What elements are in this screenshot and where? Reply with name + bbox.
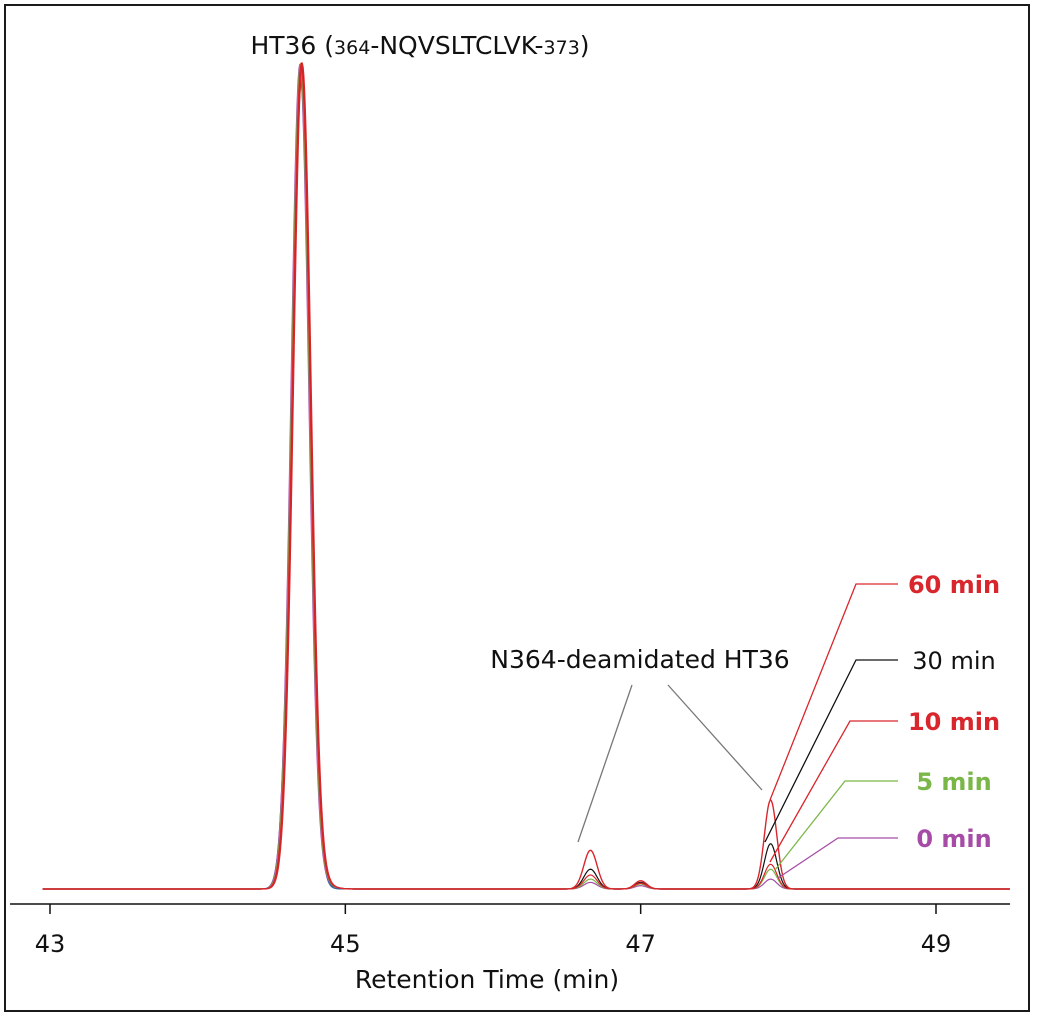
legend-leader-0-min <box>777 837 898 879</box>
x-tick-label-47: 47 <box>625 930 656 958</box>
trace-30-min <box>42 61 1010 890</box>
main-peak-overlay-trace <box>264 77 368 890</box>
chart-frame <box>4 4 1030 1012</box>
x-tick-label-45: 45 <box>330 930 361 958</box>
x-ticks: 43 45 47 49 <box>35 904 952 958</box>
legend-leader-60-min <box>769 583 898 801</box>
legend-leader-30-min <box>764 659 898 843</box>
trace-0-min <box>42 63 1010 890</box>
legend-label-5-min: 5 min <box>916 768 991 796</box>
trace-5-min <box>42 62 1010 890</box>
x-axis-label: Retention Time (min) <box>355 965 619 994</box>
main-peak-overlay-trace <box>264 77 368 890</box>
trace-60-min <box>42 61 1010 890</box>
annotation-leader-a <box>577 684 633 843</box>
annotation-leader-b <box>667 684 763 791</box>
legend-leader-5-min <box>774 780 898 871</box>
legend-leader-10-min <box>769 720 898 863</box>
legend: 0 min 5 min 10 min 30 min 60 min <box>764 571 1000 879</box>
legend-label-60-min: 60 min <box>908 571 1000 599</box>
x-tick-label-49: 49 <box>921 930 952 958</box>
x-tick-label-43: 43 <box>35 930 66 958</box>
chart-title: HT36 (364-NQVSLTCLVK-373) <box>250 31 589 60</box>
main-peak-overlay-trace <box>264 77 368 890</box>
legend-label-30-min: 30 min <box>912 647 995 675</box>
legend-label-0-min: 0 min <box>916 825 991 853</box>
deamidated-annotation: N364-deamidated HT36 <box>490 645 789 674</box>
legend-label-10-min: 10 min <box>908 708 1000 736</box>
trace-group <box>42 61 1010 890</box>
trace-10-min <box>42 62 1010 890</box>
